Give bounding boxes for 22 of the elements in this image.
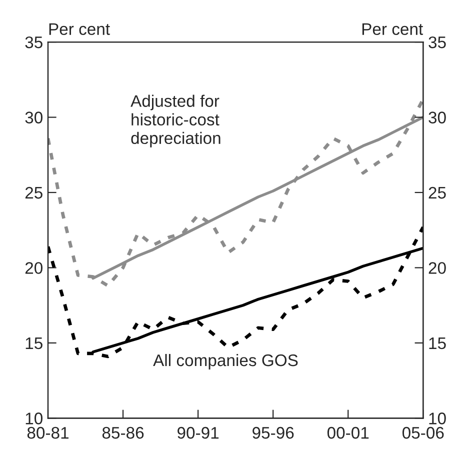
x-tick-label: 95-96 <box>252 426 294 439</box>
x-tick-label: 90-91 <box>178 426 219 439</box>
y2-tick-label: 20 <box>428 262 446 274</box>
y-tick-label: 35 <box>25 36 42 48</box>
x-tick-label: 00-01 <box>327 426 369 439</box>
y2-tick-label: 10 <box>429 412 446 424</box>
y-tick-label: 10 <box>26 412 42 424</box>
x-tick-label: 05-06 <box>402 426 444 439</box>
x-tick-label: 80-81 <box>27 426 68 439</box>
y2-tick-label: 25 <box>428 186 446 199</box>
annotation: Adjusted for historic-cost depreciation <box>130 94 220 148</box>
y-axis-title: Per cent <box>49 23 110 35</box>
y2-axis-title: Per cent <box>362 23 424 35</box>
y2-tick-label: 35 <box>428 36 446 48</box>
y2-tick-label: 30 <box>428 112 446 124</box>
x-tick-label: 85-86 <box>102 426 144 439</box>
y-tick-label: 20 <box>25 262 42 274</box>
y-tick-label: 25 <box>25 186 42 199</box>
y2-tick-label: 15 <box>429 338 446 350</box>
y-tick-label: 15 <box>26 338 42 350</box>
y-tick-label: 30 <box>25 112 42 124</box>
annotation: All companies GOS <box>153 354 298 370</box>
